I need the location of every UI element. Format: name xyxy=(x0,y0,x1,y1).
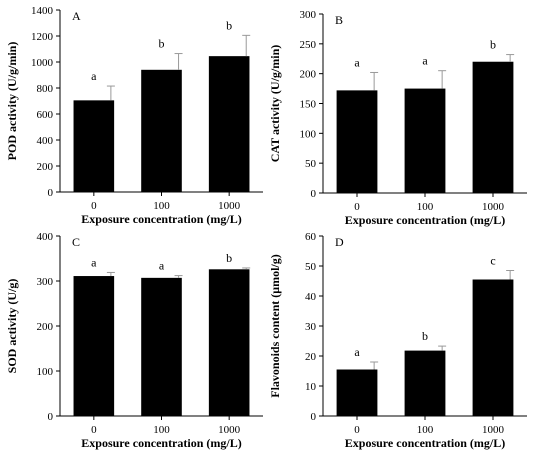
significance-letter: b xyxy=(490,38,496,52)
significance-letter: a xyxy=(91,255,97,269)
panel-label: B xyxy=(335,13,343,27)
bar xyxy=(141,69,182,192)
y-axis-title: SOD activity (U/g) xyxy=(5,279,19,374)
x-tick-label: 100 xyxy=(153,424,170,436)
y-tick-label: 600 xyxy=(37,109,54,121)
y-tick-label: 0 xyxy=(311,411,317,423)
panel-label: A xyxy=(72,9,81,23)
bar xyxy=(336,90,378,193)
bar xyxy=(141,277,182,416)
y-tick-label: 200 xyxy=(37,321,54,333)
significance-letter: a xyxy=(354,345,360,359)
x-axis-title: Exposure concentration (mg/L) xyxy=(81,212,241,226)
bar xyxy=(404,88,446,193)
y-axis-title: Flavonoids content (μmol/g) xyxy=(268,254,282,397)
y-tick-label: 30 xyxy=(305,321,317,333)
y-tick-label: 50 xyxy=(305,158,317,170)
y-tick-label: 40 xyxy=(305,291,317,303)
x-tick-label: 1000 xyxy=(482,201,505,213)
y-tick-label: 1400 xyxy=(31,5,54,17)
y-tick-label: 100 xyxy=(37,366,54,378)
panel-label: D xyxy=(335,235,344,249)
significance-letter: a xyxy=(354,55,360,69)
significance-letter: b xyxy=(226,251,232,265)
y-tick-label: 50 xyxy=(305,261,317,273)
y-tick-label: 150 xyxy=(300,99,317,111)
y-tick-label: 400 xyxy=(37,135,54,147)
x-tick-label: 0 xyxy=(91,424,97,436)
significance-letter: c xyxy=(490,254,495,268)
y-tick-label: 20 xyxy=(305,351,317,363)
y-tick-label: 200 xyxy=(37,161,54,173)
bar xyxy=(208,56,250,193)
x-tick-label: 0 xyxy=(354,424,360,436)
y-tick-label: 200 xyxy=(300,69,317,81)
x-axis-title: Exposure concentration (mg/L) xyxy=(345,213,505,227)
significance-letter: a xyxy=(422,54,428,68)
y-tick-label: 0 xyxy=(311,188,317,200)
significance-letter: b xyxy=(159,37,165,51)
bar xyxy=(73,276,115,416)
x-tick-label: 0 xyxy=(354,201,360,213)
x-tick-label: 0 xyxy=(91,200,97,212)
x-axis-title: Exposure concentration (mg/L) xyxy=(81,436,241,450)
panel-b: 0 50 100 150 200 250 300 a 0 a 100 b 1000 B Exposure c… xyxy=(268,9,527,227)
x-tick-label: 1000 xyxy=(218,200,241,212)
y-tick-label: 60 xyxy=(305,231,317,243)
y-tick-label: 800 xyxy=(37,83,54,95)
panel-label: C xyxy=(72,235,80,249)
bar xyxy=(404,350,446,416)
x-tick-label: 1000 xyxy=(482,424,505,436)
y-tick-label: 10 xyxy=(305,381,317,393)
panel-a: 0 200 400 600 800 1000 1200 1400 a 0 b 100 b 1000 A Exp… xyxy=(5,5,263,226)
y-tick-label: 0 xyxy=(48,187,54,199)
y-tick-label: 400 xyxy=(37,231,54,243)
panel-d: 0 10 20 30 40 50 60 a 0 b 100 c 1000 D Exposure concen… xyxy=(268,231,527,450)
x-tick-label: 100 xyxy=(153,200,170,212)
x-tick-label: 100 xyxy=(417,201,434,213)
y-tick-label: 250 xyxy=(300,39,317,51)
y-tick-label: 0 xyxy=(48,411,54,423)
bar xyxy=(472,61,514,193)
significance-letter: b xyxy=(422,329,428,343)
y-tick-label: 100 xyxy=(300,128,317,140)
bar xyxy=(73,100,115,192)
x-tick-label: 1000 xyxy=(218,424,241,436)
y-tick-label: 300 xyxy=(300,9,317,21)
bar xyxy=(336,369,378,416)
significance-letter: a xyxy=(159,259,165,273)
significance-letter: b xyxy=(226,18,232,32)
significance-letter: a xyxy=(91,69,97,83)
x-axis-title: Exposure concentration (mg/L) xyxy=(345,436,505,450)
panel-c: 0 100 200 300 400 a 0 a 100 b 1000 C Exposure concen… xyxy=(5,231,263,450)
x-tick-label: 100 xyxy=(417,424,434,436)
bar xyxy=(472,279,514,416)
y-axis-title: POD activity (U/g/min) xyxy=(5,42,19,161)
y-tick-label: 300 xyxy=(37,276,54,288)
bar xyxy=(208,269,250,416)
y-tick-label: 1200 xyxy=(31,31,54,43)
y-axis-title: CAT activity (U/g/min) xyxy=(268,45,282,163)
y-tick-label: 1000 xyxy=(31,57,54,69)
